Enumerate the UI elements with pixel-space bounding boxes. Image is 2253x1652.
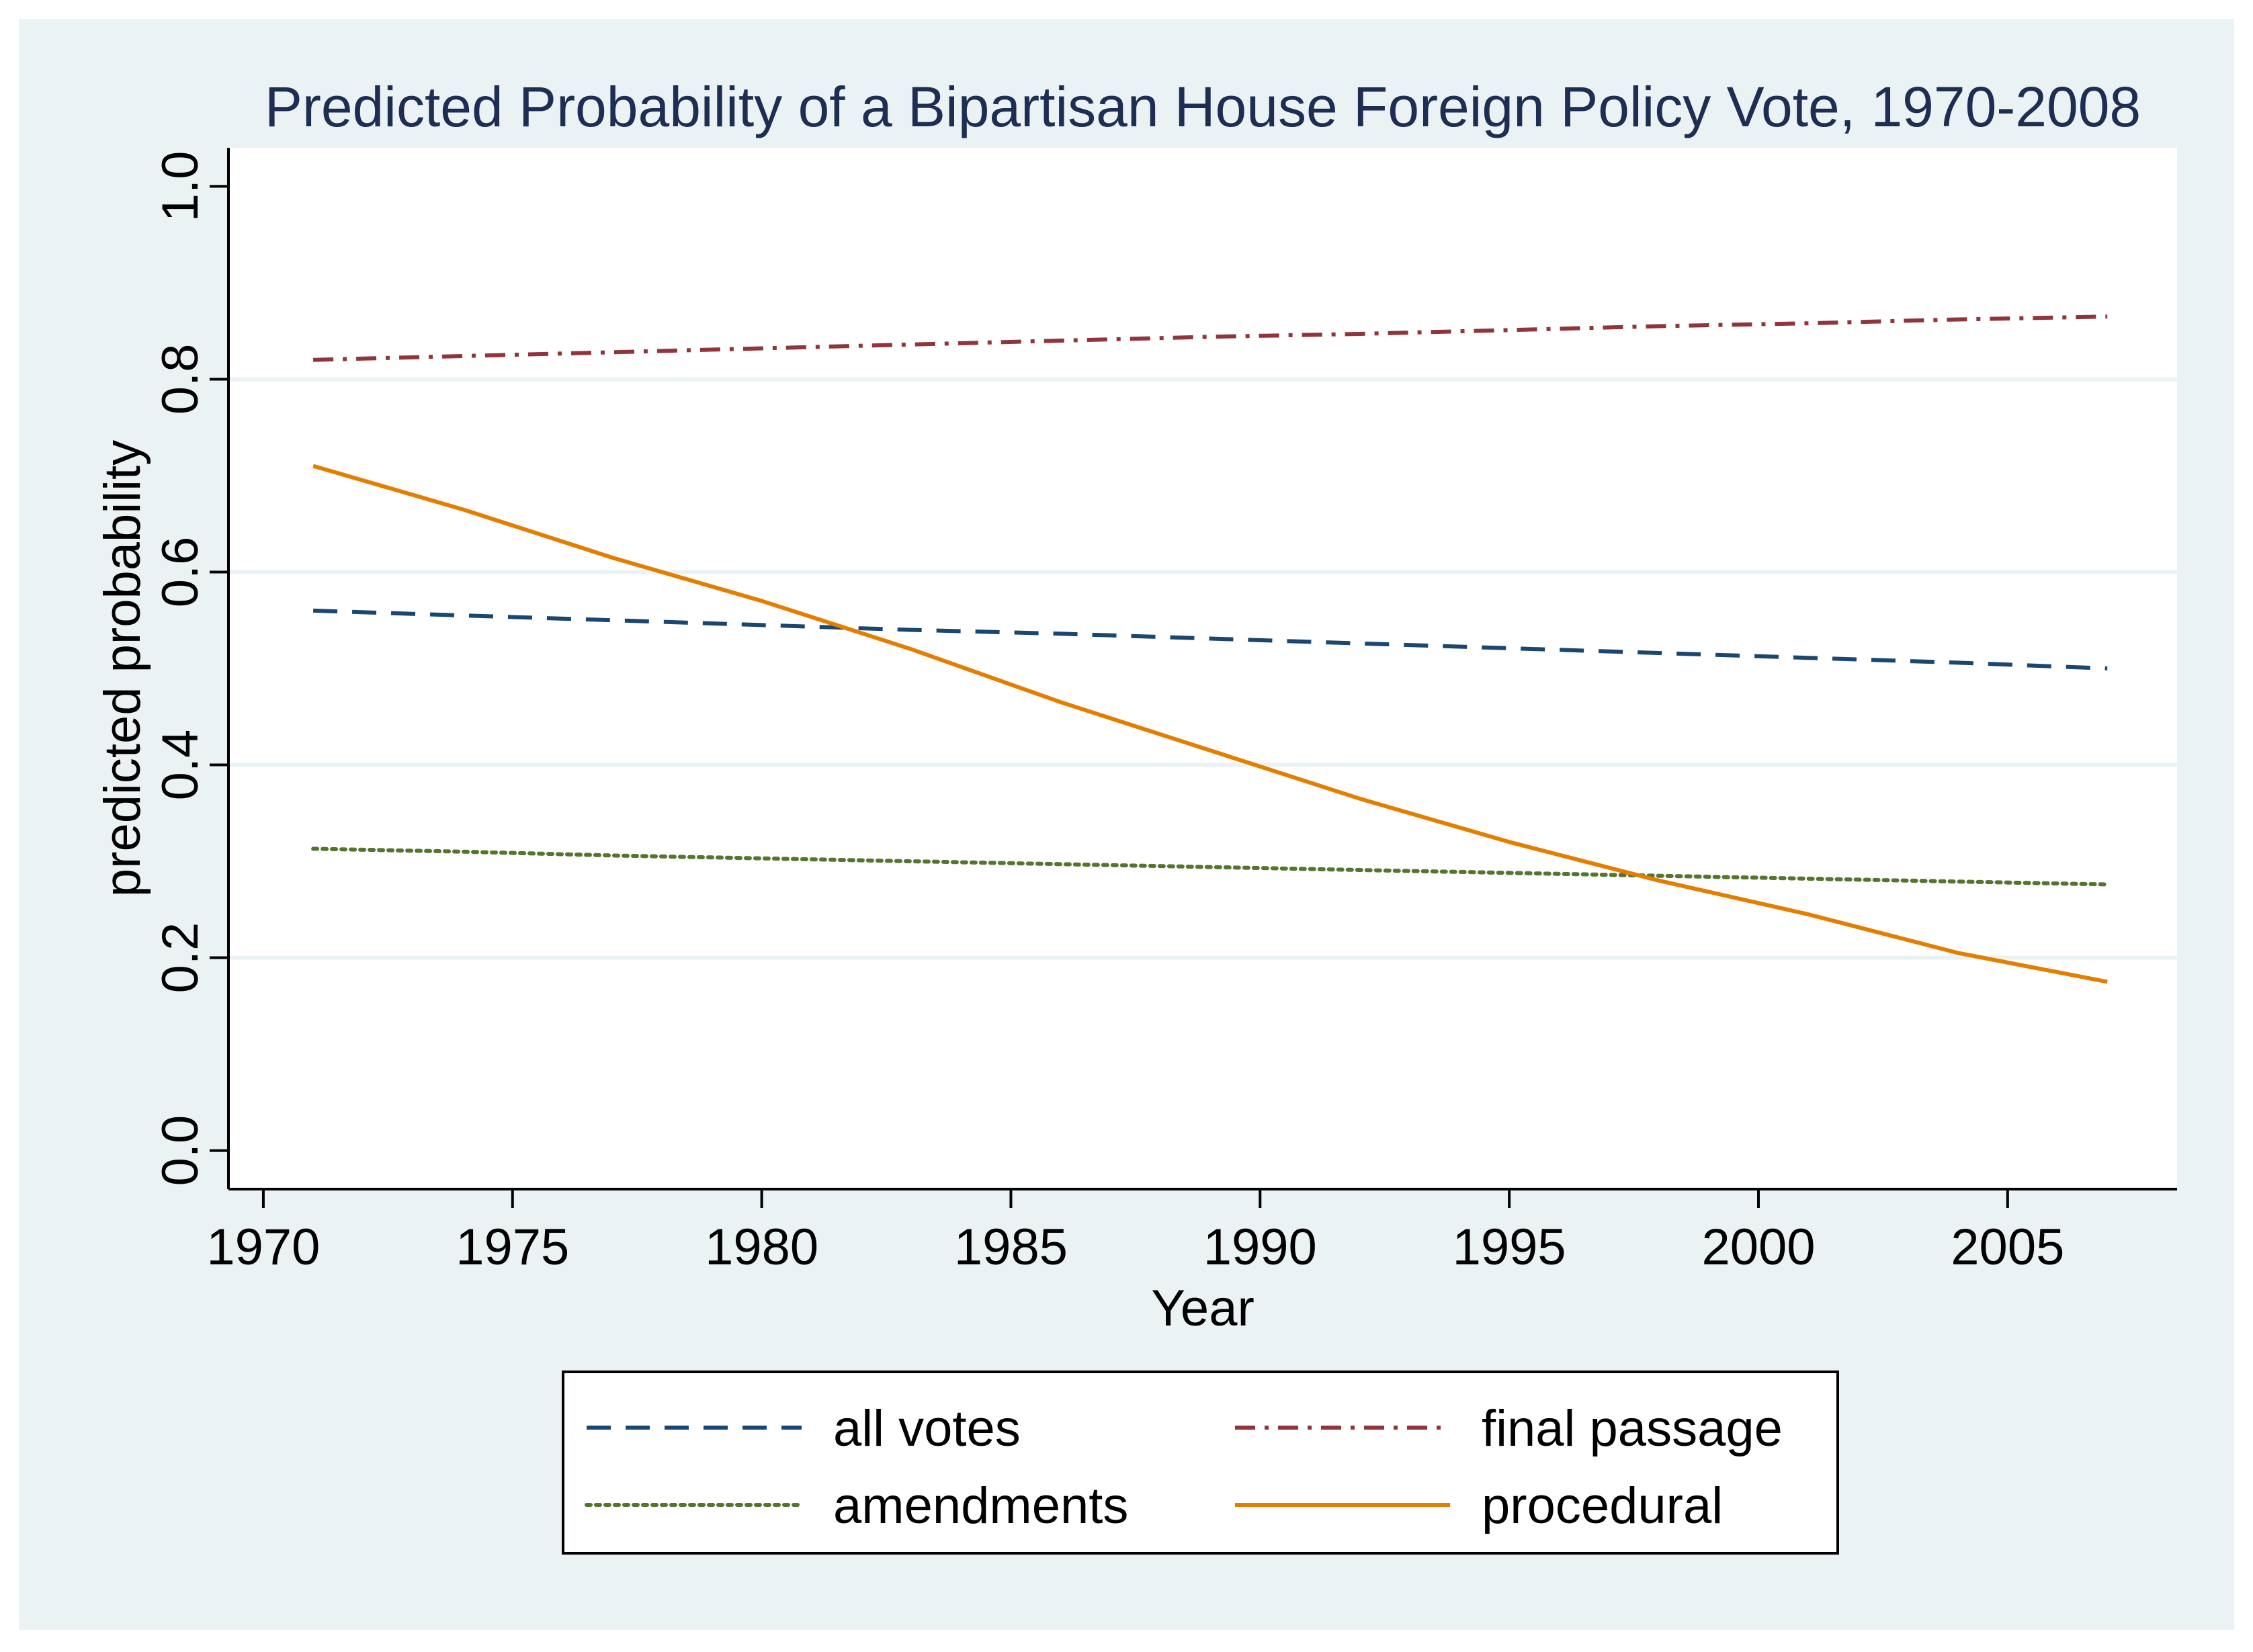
- series-line-procedural: [312, 464, 2108, 984]
- x-axis-label: Year: [1151, 1280, 1255, 1337]
- x-tick-label: 1990: [1203, 1219, 1317, 1276]
- legend-label-final-passage: final passage: [1482, 1400, 1783, 1457]
- y-axis-label: predicted probability: [94, 440, 151, 897]
- series-lines: [311, 314, 2110, 984]
- y-tick-label: 0.2: [152, 922, 209, 994]
- x-tick-label: 1980: [705, 1219, 818, 1276]
- x-tick-label: 1975: [456, 1219, 569, 1276]
- y-axis-ticks: 0.0 0.2 0.4 0.6 0.8 1.0: [152, 151, 228, 1186]
- legend-label-procedural: procedural: [1482, 1477, 1723, 1534]
- series-line-amendments: [311, 846, 2110, 887]
- legend-box: [562, 1371, 1839, 1555]
- x-tick-label: 2005: [1951, 1219, 2064, 1276]
- grid-lines: [228, 377, 2177, 960]
- x-tick-label: 1970: [206, 1219, 320, 1276]
- plot-area: [228, 148, 2177, 1189]
- legend-label-all-votes: all votes: [833, 1400, 1021, 1457]
- legend: all votes final passage amendments procedur…: [585, 1400, 1783, 1534]
- y-tick-label: 1.0: [152, 151, 209, 222]
- x-tick-label: 2000: [1701, 1219, 1815, 1276]
- series-line-final-passage: [313, 314, 2108, 362]
- series-line-all-votes: [313, 608, 2108, 670]
- x-axis-ticks: 1970 1975 1980 1985 1990 1995 2000 2005: [206, 1189, 2064, 1276]
- x-tick-label: 1995: [1453, 1219, 1566, 1276]
- y-tick-label: 0.8: [152, 344, 209, 415]
- x-tick-label: 1985: [954, 1219, 1068, 1276]
- legend-label-amendments: amendments: [833, 1477, 1128, 1534]
- y-tick-label: 0.6: [152, 537, 209, 608]
- y-tick-label: 0.4: [152, 730, 209, 801]
- chart-title: Predicted Probability of a Bipartisan Ho…: [265, 75, 2141, 138]
- y-tick-label: 0.0: [152, 1115, 209, 1186]
